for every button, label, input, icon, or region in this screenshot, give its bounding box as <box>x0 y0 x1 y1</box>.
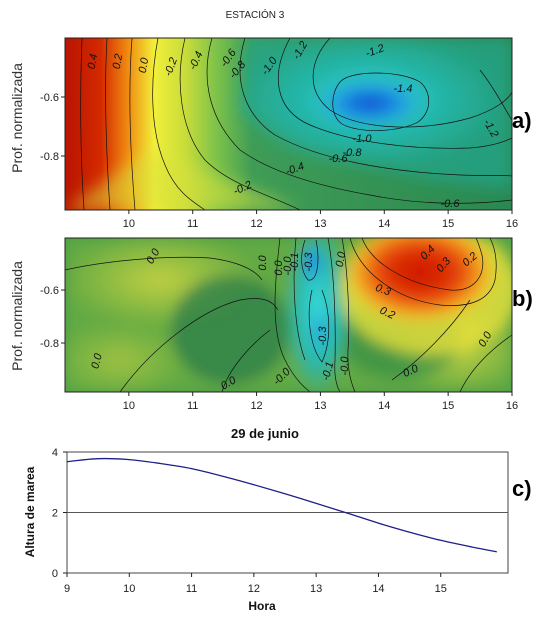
x-tick-label: 13 <box>314 218 326 230</box>
panel-b: 0.00.00.0 0.0-0.0-0.1 -0.3-0.3-0.1 -0.0-0.0… <box>9 237 533 412</box>
y-tick-label: -0.6 <box>40 92 59 104</box>
x-tick-label: 14 <box>372 583 384 595</box>
x-tick-label: 12 <box>250 400 262 412</box>
contour-label: -0.8 <box>343 147 363 159</box>
panel-a: 0.4 0.2 0.0 -0.2 -0.4 -0.6-0.8 -1.0-1.2-1.4-1.… <box>9 37 532 230</box>
panel-c: 29 de junio 0 2 4 9 10 11 12 13 14 15 Altura de m… <box>23 426 532 613</box>
x-tick-label: 14 <box>378 218 390 230</box>
y-tick-label: -0.6 <box>40 285 59 297</box>
contour-label: 0.0 <box>89 351 105 370</box>
panel-b-ylabel: Prof. normalizada <box>9 261 25 371</box>
panel-a-frame <box>64 37 513 211</box>
y-tick-label: 2 <box>52 508 58 520</box>
contour-label: 0.4 <box>86 53 100 70</box>
x-tick-label: 13 <box>314 400 326 412</box>
contour-label: 0.2 <box>111 53 125 70</box>
contour-label: -0.6 <box>329 153 349 165</box>
x-tick-label: 10 <box>123 583 135 595</box>
contour-label: -0.1 <box>320 361 337 382</box>
y-tick-label: -0.8 <box>40 338 59 350</box>
contour-label: 0.3 <box>374 282 393 299</box>
contour-label: -1.0 <box>353 133 373 145</box>
panel-a-label: a) <box>512 108 532 133</box>
contour-label: -0.3 <box>317 326 329 346</box>
x-tick-label: 11 <box>186 583 197 595</box>
x-tick-label: 15 <box>442 400 454 412</box>
panel-a-ylabel: Prof. normalizada <box>9 63 25 173</box>
y-tick-label: -0.8 <box>40 151 59 163</box>
panel-b-frame <box>64 237 513 393</box>
panel-c-label: c) <box>512 476 532 501</box>
panel-b-axes: 10 11 12 13 14 15 16 -0.6 -0.8 <box>40 285 518 412</box>
x-tick-label: 15 <box>435 583 447 595</box>
contour-label: -0.0 <box>339 356 351 376</box>
contour-label: 0.2 <box>378 305 397 322</box>
x-tick-label: 11 <box>187 400 198 412</box>
panel-c-axes: 0 2 4 9 10 11 12 13 14 15 <box>52 447 509 595</box>
x-tick-label: 15 <box>442 218 454 230</box>
panel-c-ylabel: Altura de marea <box>23 466 37 557</box>
contour-label: 0.0 <box>137 56 152 74</box>
contour-label: -0.3 <box>303 252 315 272</box>
contour-label: -1.4 <box>394 83 413 95</box>
x-tick-label: 16 <box>506 400 518 412</box>
contour-label: -0.1 <box>289 253 301 272</box>
panel-c-title: 29 de junio <box>231 426 299 441</box>
panel-a-field <box>65 38 512 210</box>
panel-b-contours <box>65 238 512 392</box>
x-tick-label: 14 <box>378 400 390 412</box>
y-tick-label: 0 <box>52 568 58 580</box>
contour-label: 0.0 <box>257 254 269 270</box>
figure-title: ESTACIÓN 3 <box>226 8 285 21</box>
panel-a-contours <box>80 38 512 210</box>
x-tick-label: 9 <box>64 583 70 595</box>
panel-b-field <box>65 238 512 392</box>
panel-c-xlabel: Hora <box>248 599 276 613</box>
contour-label: 0.0 <box>273 259 285 275</box>
tide-height-line <box>66 457 497 553</box>
contour-label: -0.6 <box>441 198 461 210</box>
x-tick-label: 11 <box>187 218 198 230</box>
contour-label: 0.0 <box>334 250 349 268</box>
x-tick-label: 16 <box>506 218 518 230</box>
x-tick-label: 10 <box>123 218 135 230</box>
x-tick-label: 10 <box>123 400 135 412</box>
y-tick-label: 4 <box>52 447 58 459</box>
contour-label: -0.0 <box>282 256 294 276</box>
x-tick-label: 12 <box>248 583 260 595</box>
x-tick-label: 13 <box>310 583 322 595</box>
panel-b-label: b) <box>512 286 533 311</box>
panel-a-axes: 10 11 12 13 14 15 16-0.6-0.8 <box>40 92 518 230</box>
x-tick-label: 12 <box>250 218 262 230</box>
